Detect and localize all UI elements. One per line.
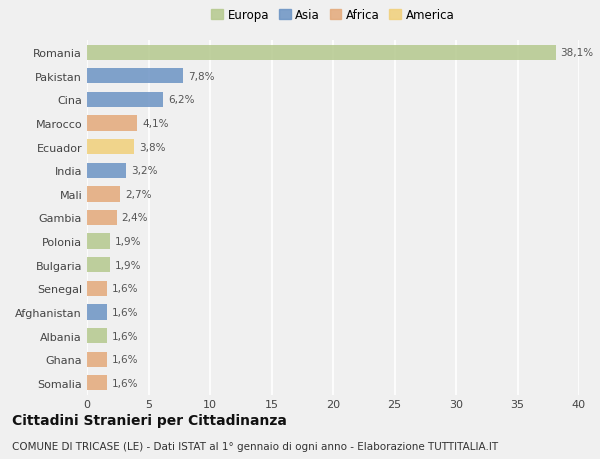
Text: 1,9%: 1,9%: [115, 260, 142, 270]
Bar: [87, 45, 556, 61]
Text: 4,1%: 4,1%: [142, 119, 169, 129]
Bar: [87, 352, 107, 367]
Text: 1,6%: 1,6%: [112, 331, 138, 341]
Text: 38,1%: 38,1%: [560, 48, 593, 58]
Text: 1,6%: 1,6%: [112, 378, 138, 388]
Bar: [87, 116, 137, 131]
Text: 1,9%: 1,9%: [115, 236, 142, 246]
Text: 2,4%: 2,4%: [121, 213, 148, 223]
Text: COMUNE DI TRICASE (LE) - Dati ISTAT al 1° gennaio di ogni anno - Elaborazione TU: COMUNE DI TRICASE (LE) - Dati ISTAT al 1…: [12, 441, 498, 451]
Text: 3,2%: 3,2%: [131, 166, 158, 176]
Text: 1,6%: 1,6%: [112, 354, 138, 364]
Bar: [87, 187, 120, 202]
Bar: [87, 328, 107, 343]
Bar: [87, 93, 163, 108]
Bar: [87, 210, 116, 226]
Text: 1,6%: 1,6%: [112, 284, 138, 294]
Text: 6,2%: 6,2%: [168, 95, 194, 105]
Bar: [87, 281, 107, 297]
Bar: [87, 69, 183, 84]
Text: 1,6%: 1,6%: [112, 307, 138, 317]
Text: Cittadini Stranieri per Cittadinanza: Cittadini Stranieri per Cittadinanza: [12, 413, 287, 427]
Bar: [87, 140, 134, 155]
Text: 2,7%: 2,7%: [125, 190, 152, 200]
Bar: [87, 163, 127, 179]
Legend: Europa, Asia, Africa, America: Europa, Asia, Africa, America: [209, 6, 457, 24]
Text: 7,8%: 7,8%: [188, 72, 214, 82]
Bar: [87, 257, 110, 273]
Bar: [87, 375, 107, 391]
Bar: [87, 305, 107, 320]
Bar: [87, 234, 110, 249]
Text: 3,8%: 3,8%: [139, 142, 165, 152]
